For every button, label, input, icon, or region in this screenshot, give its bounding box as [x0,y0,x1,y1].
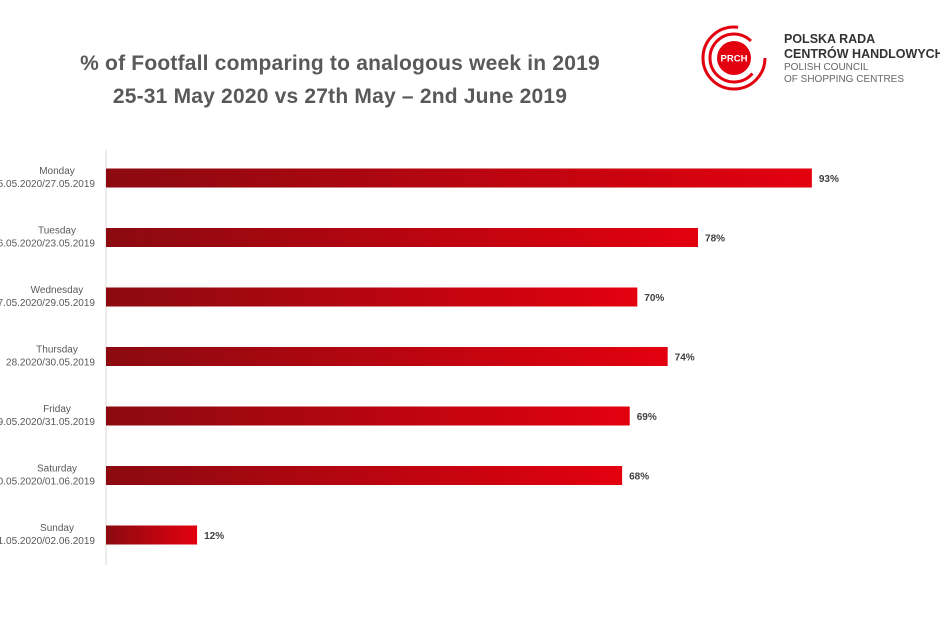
bar-value-label: 12% [204,531,224,542]
logo-mark-text: PRCH [721,54,748,65]
chart-subtitle: 25-31 May 2020 vs 27th May – 2nd June 20… [112,85,568,108]
bar-value-label: 69% [637,412,657,423]
logo-sub-line-1: POLISH COUNCIL [784,62,869,73]
logo-name-line-1: POLSKA RADA [784,32,876,46]
category-dates-label: 29.05.2020/31.05.2019 [0,417,95,428]
bar-value-label: 70% [644,293,664,304]
bar [106,168,812,188]
category-day-label: Wednesday [31,285,84,296]
category-day-label: Saturday [37,464,77,475]
category-day-label: Thursday [36,345,78,356]
prch-logo-icon: PRCH [701,25,767,91]
prch-logo: PRCH POLSKA RADA CENTRÓW HANDLOWYCH POLI… [700,24,940,100]
category-day-label: Sunday [40,523,74,534]
category-dates-label: 30.05.2020/01.06.2019 [0,477,95,488]
category-dates-label: 25.05.2020/27.05.2019 [0,179,95,190]
bar-value-label: 74% [675,353,695,364]
category-dates-label: 27.05.2020/29.05.2019 [0,298,95,309]
bars-layer: Monday 25.05.2020/27.05.2019 93% Tuesday 26.… [0,166,839,547]
category-dates-label: 31.05.2020/02.06.2019 [0,536,95,547]
logo-name-line-2: CENTRÓW HANDLOWYCH [784,47,940,61]
category-day-label: Tuesday [38,226,76,237]
bar [106,406,630,426]
category-dates-label: 28.2020/30.05.2019 [6,358,95,369]
bar-value-label: 68% [629,472,649,483]
chart-title: % of Footfall comparing to analogous wee… [80,52,600,75]
logo-text: POLSKA RADA CENTRÓW HANDLOWYCH POLISH CO… [784,32,940,85]
bar [106,525,198,545]
bar [106,466,623,485]
bar-value-label: 78% [705,234,725,245]
category-day-label: Monday [39,166,75,177]
bar [106,287,638,307]
logo-sub-line-2: OF SHOPPING CENTRES [784,73,905,85]
category-dates-label: 26.05.2020/23.05.2019 [0,239,95,250]
category-day-label: Friday [43,404,71,415]
bar-value-label: 93% [819,174,839,185]
bar [106,347,668,366]
bar [106,228,699,247]
